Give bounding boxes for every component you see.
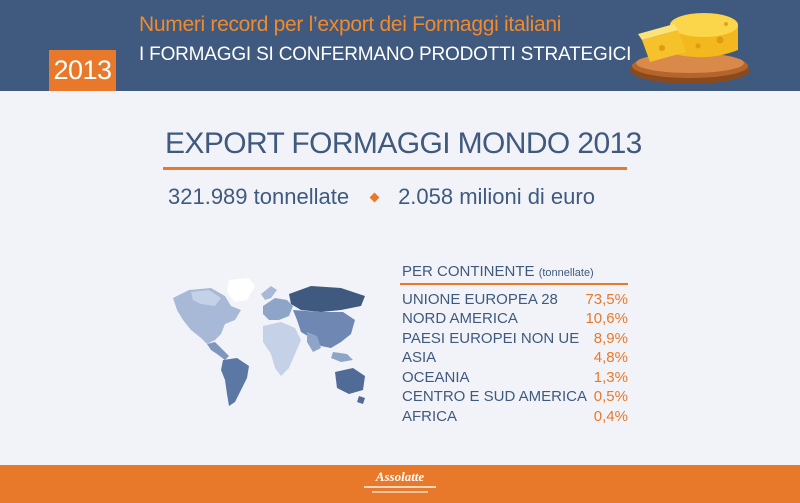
legend-heading: PER CONTINENTE (tonnellate) xyxy=(402,263,594,280)
continent-value: 8,9% xyxy=(593,330,628,347)
continent-row: PAESI EUROPEI NON UE 8,9% xyxy=(402,330,628,349)
page-title: EXPORT FORMAGGI MONDO 2013 xyxy=(165,127,642,160)
continent-value: 10,6% xyxy=(585,310,628,327)
continent-row: AFRICA 0,4% xyxy=(402,408,628,427)
continent-label: UNIONE EUROPEA 28 xyxy=(402,291,558,308)
header-banner: 2013 Numeri record per l’export dei Form… xyxy=(0,0,800,91)
logo-tagline-line xyxy=(364,486,436,488)
continent-value: 4,8% xyxy=(593,349,628,366)
continent-label: AFRICA xyxy=(402,408,458,425)
header-title: Numeri record per l’export dei Formaggi … xyxy=(139,13,562,36)
logo-tagline-line xyxy=(372,491,428,493)
continent-value: 0,5% xyxy=(593,388,628,405)
header-subtitle: I FORMAGGI SI CONFERMANO PRODOTTI STRATE… xyxy=(139,44,632,65)
legend-underline xyxy=(400,283,628,285)
continent-value: 0,4% xyxy=(593,408,628,425)
diamond-separator-icon xyxy=(369,192,380,202)
legend-heading-unit: (tonnellate) xyxy=(538,267,594,279)
continent-row: NORD AMERICA 10,6% xyxy=(402,310,628,329)
continent-label: NORD AMERICA xyxy=(402,310,518,327)
continent-row: CENTRO E SUD AMERICA 0,5% xyxy=(402,388,628,407)
continent-label: CENTRO E SUD AMERICA xyxy=(402,388,588,405)
continent-label: PAESI EUROPEI NON UE xyxy=(402,330,580,347)
continent-label: ASIA xyxy=(402,349,437,366)
world-map-icon xyxy=(173,278,365,406)
assolatte-logo: Assolatte xyxy=(375,469,425,484)
continent-label: OCEANIA xyxy=(402,369,470,386)
cheese-icon xyxy=(630,13,750,84)
continent-row: ASIA 4,8% xyxy=(402,349,628,368)
footer-bar: Assolatte xyxy=(0,465,800,503)
continent-row: UNIONE EUROPEA 28 73,5% xyxy=(402,291,628,310)
totals-line: 321.989 tonnellate 2.058 milioni di euro xyxy=(168,184,595,210)
total-euro: 2.058 milioni di euro xyxy=(398,184,595,209)
legend-heading-text: PER CONTINENTE xyxy=(402,263,535,280)
continent-row: OCEANIA 1,3% xyxy=(402,369,628,388)
total-tonnes: 321.989 tonnellate xyxy=(168,184,350,209)
continent-value: 1,3% xyxy=(593,369,628,386)
year-badge: 2013 xyxy=(49,50,116,91)
title-underline xyxy=(163,167,627,170)
continent-value: 73,5% xyxy=(585,291,628,308)
